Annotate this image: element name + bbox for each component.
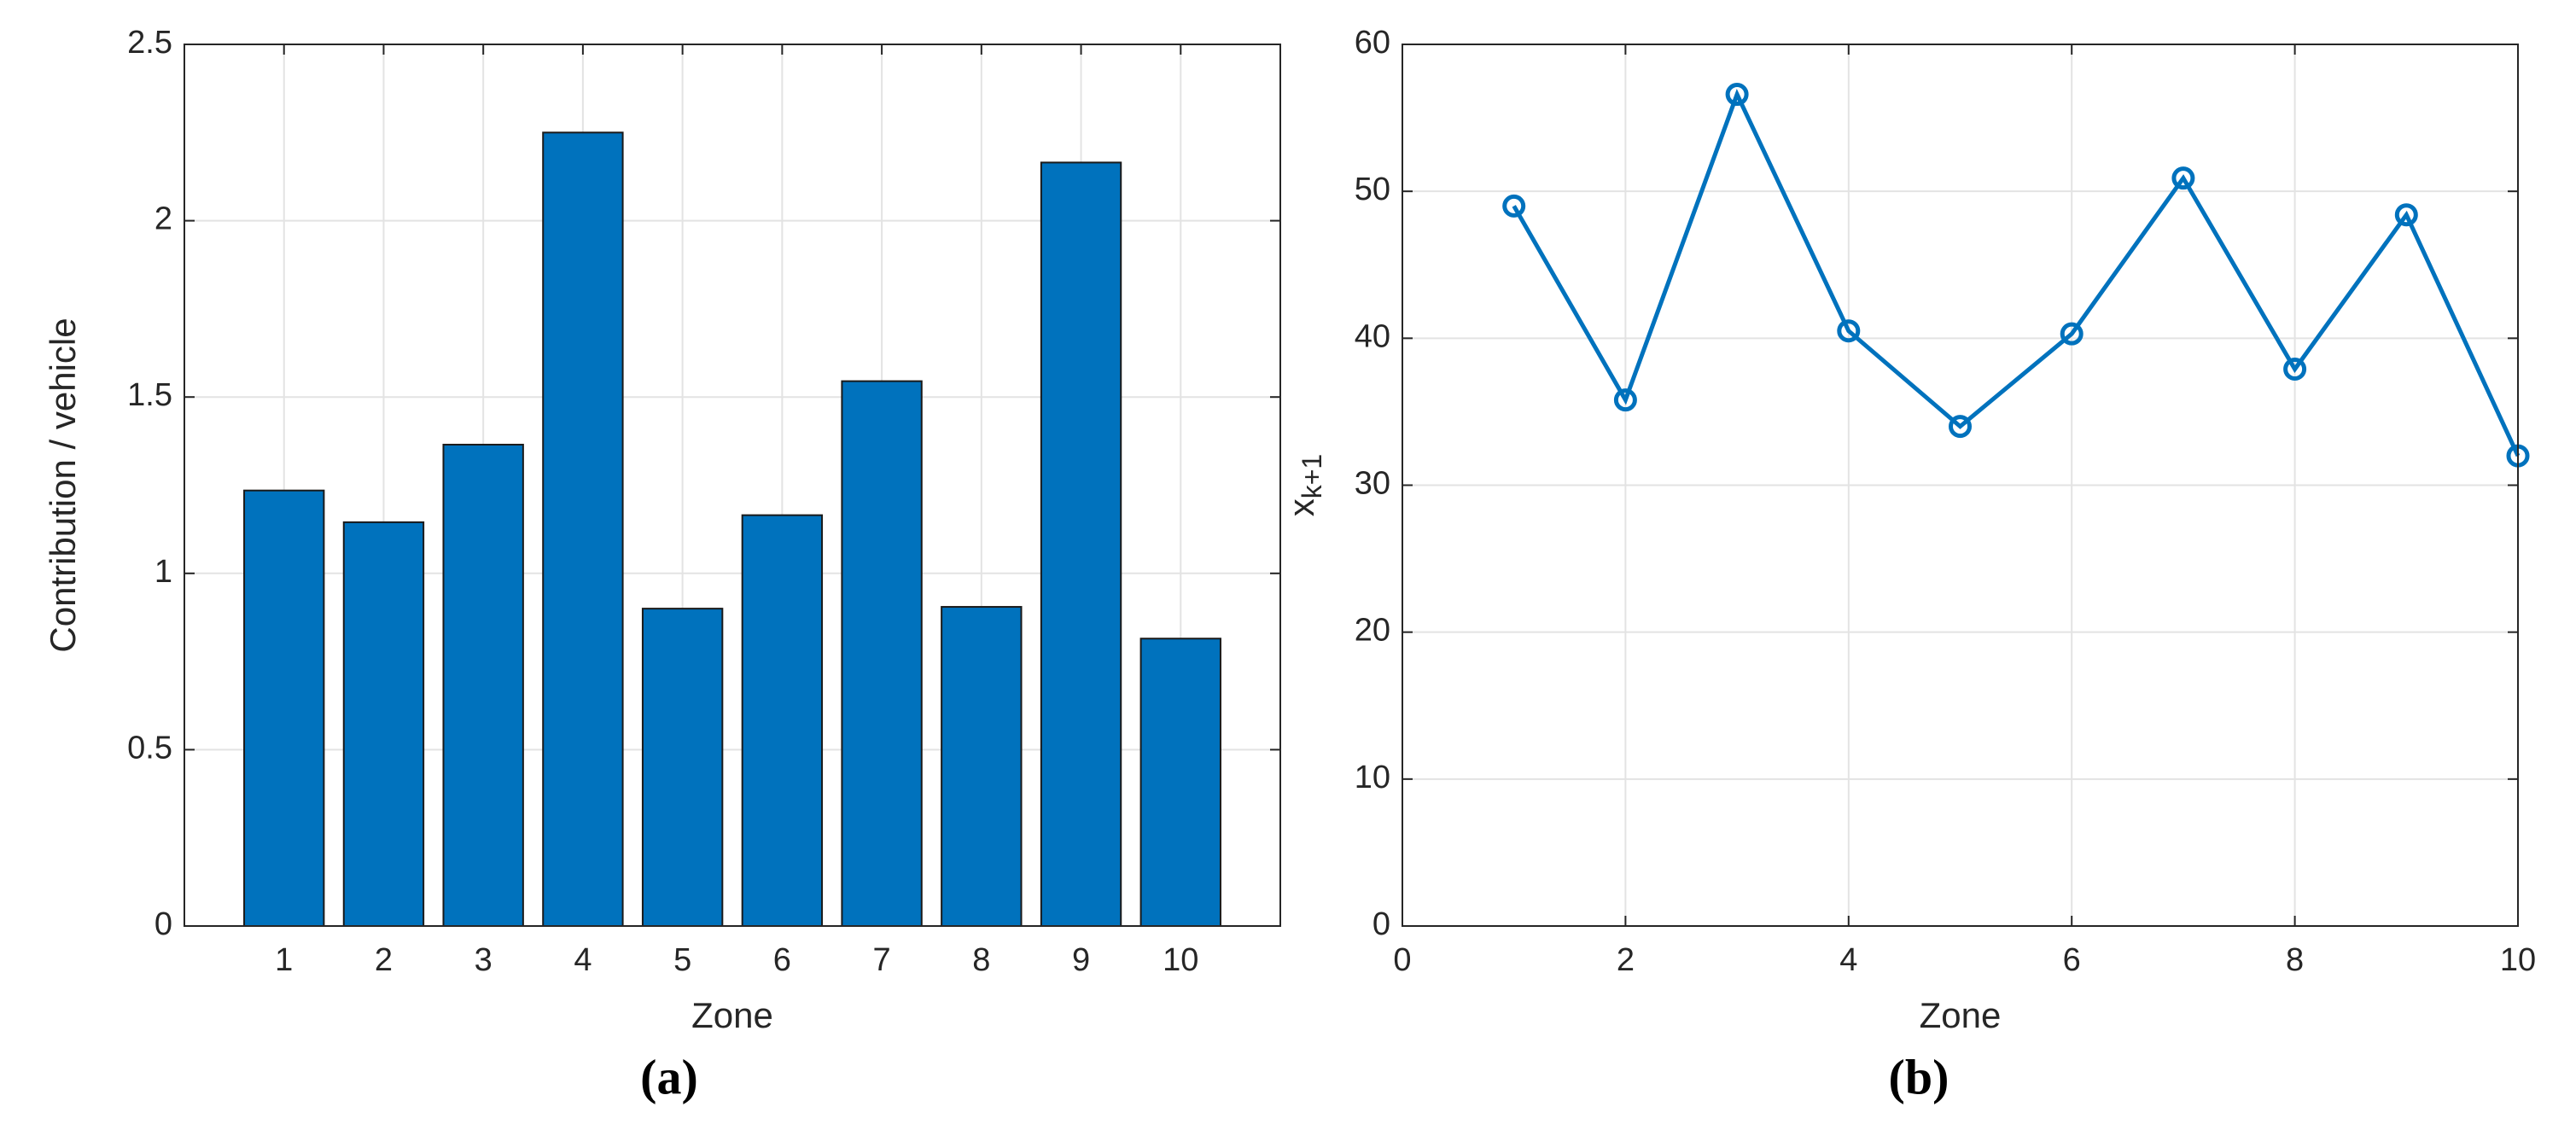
marker	[2171, 166, 2195, 190]
x-tick-label: 10	[2500, 942, 2536, 978]
marker	[1502, 194, 1526, 218]
x-tick-label: 3	[475, 942, 492, 978]
caption: (a)	[640, 1049, 698, 1104]
y-tick-label: 0	[154, 906, 172, 942]
bar	[1139, 638, 1221, 927]
marker	[2283, 357, 2307, 381]
x-tick-label: 1	[275, 942, 293, 978]
marker	[2060, 322, 2084, 346]
x-tick-label: 4	[574, 942, 592, 978]
caption: (b)	[1889, 1049, 1949, 1104]
y-tick-label: 30	[1355, 466, 1390, 502]
bar	[542, 131, 624, 928]
y-axis-label: Contribution / vehicle	[43, 317, 83, 652]
marker	[1949, 415, 1972, 439]
x-tick-label: 2	[375, 942, 393, 978]
x-tick-label: 10	[1163, 942, 1198, 978]
x-tick-label: 6	[2063, 942, 2081, 978]
bar	[1040, 161, 1122, 927]
line	[1512, 89, 2521, 457]
bar	[941, 606, 1023, 928]
y-tick-label: 20	[1355, 613, 1390, 649]
y-tick-label: 0.5	[127, 730, 172, 766]
marker	[1837, 319, 1861, 343]
marker	[1613, 388, 1637, 412]
axes-box	[1402, 44, 2519, 927]
y-tick-label: 2.5	[127, 25, 172, 61]
x-tick-label: 8	[2286, 942, 2304, 978]
y-tick-label: 50	[1355, 172, 1390, 207]
x-axis-label: Zone	[1920, 995, 2002, 1035]
bar	[342, 521, 425, 927]
y-axis-label-text: x	[1281, 498, 1321, 516]
y-tick-label: 1.5	[127, 377, 172, 413]
y-axis-label-text: Contribution / vehicle	[43, 317, 83, 652]
x-tick-label: 2	[1617, 942, 1635, 978]
bar	[841, 380, 923, 927]
x-tick-label: 5	[673, 942, 691, 978]
x-tick-label: 7	[873, 942, 891, 978]
marker	[1725, 83, 1749, 107]
x-axis-label: Zone	[691, 995, 773, 1035]
bar	[741, 514, 824, 927]
x-tick-label: 0	[1393, 942, 1411, 978]
axes-box	[184, 44, 1281, 927]
marker	[2394, 203, 2418, 227]
bar	[243, 489, 325, 927]
x-tick-label: 8	[972, 942, 990, 978]
y-tick-label: 40	[1355, 318, 1390, 354]
y-axis-label-subscript: k+1	[1297, 454, 1327, 498]
x-tick-label: 6	[773, 942, 791, 978]
x-tick-label: 9	[1072, 942, 1090, 978]
y-tick-label: 60	[1355, 25, 1390, 61]
y-tick-label: 0	[1373, 906, 1390, 942]
x-tick-label: 4	[1839, 942, 1857, 978]
bar	[641, 608, 724, 927]
y-tick-label: 1	[154, 554, 172, 590]
bar	[442, 443, 524, 927]
y-axis-label: xk+1	[1281, 454, 1327, 516]
y-tick-label: 2	[154, 201, 172, 237]
y-tick-label: 10	[1355, 760, 1390, 795]
